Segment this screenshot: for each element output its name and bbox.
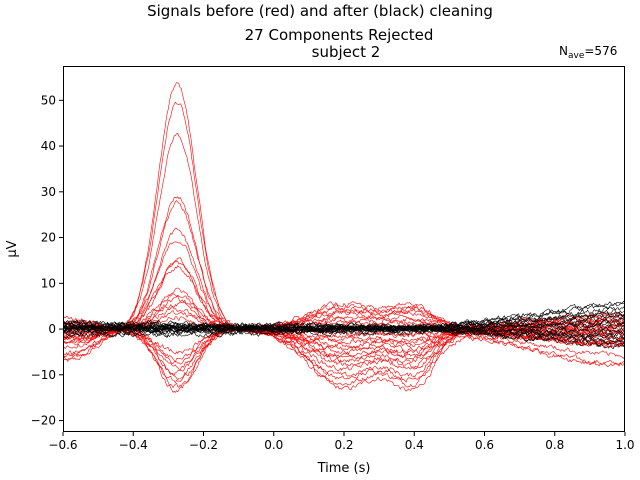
- y-tick-label: 20: [41, 231, 56, 245]
- x-tick-label: 0.0: [264, 438, 283, 452]
- title-line2: subject 2: [312, 43, 381, 61]
- nave-annotation: Nave=576: [559, 44, 617, 61]
- nave-subscript: ave: [568, 51, 585, 61]
- before-trace-11: [63, 293, 625, 349]
- plot-traces: [63, 82, 625, 393]
- after-trace-19: [63, 311, 625, 331]
- x-tick-label: 0.2: [334, 438, 353, 452]
- y-tick-label: 10: [41, 276, 56, 290]
- nave-value: =576: [584, 44, 617, 58]
- before-trace-3: [63, 196, 625, 378]
- before-trace-13: [63, 301, 625, 344]
- y-tick-label: 30: [41, 185, 56, 199]
- before-trace-18: [63, 319, 625, 363]
- x-tick-label: −0.4: [119, 438, 148, 452]
- y-tick-label: 0: [48, 322, 56, 336]
- x-tick-label: −0.2: [189, 438, 218, 452]
- y-tick-label: −20: [31, 414, 56, 428]
- plot-frame: [63, 66, 625, 432]
- title-line1: 27 Components Rejected: [245, 26, 434, 44]
- x-tick-label: 0.8: [545, 438, 564, 452]
- x-tick-label: −0.6: [48, 438, 77, 452]
- after-trace-11: [63, 326, 625, 337]
- suptitle: Signals before (red) and after (black) c…: [147, 2, 493, 20]
- x-tick-label: 1.0: [615, 438, 634, 452]
- y-tick-label: 40: [41, 139, 56, 153]
- nave-letter: N: [559, 44, 568, 58]
- after-trace-10: [63, 326, 625, 334]
- x-tick-label: 0.4: [405, 438, 424, 452]
- y-tick-label: −10: [31, 368, 56, 382]
- before-trace-4: [63, 200, 625, 372]
- y-axis-ticks: −20 −10 0 10 20 30 40 50: [31, 93, 63, 428]
- before-trace-23: [63, 305, 625, 384]
- after-trace-18: [63, 317, 625, 335]
- x-axis-label: Time (s): [317, 461, 371, 476]
- before-trace-20: [63, 314, 625, 371]
- y-axis-label: µV: [5, 240, 20, 257]
- x-axis-ticks: −0.6 −0.4 −0.2 0.0 0.2 0.4 0.6 0.8 1.0: [48, 432, 635, 452]
- after-trace-17: [63, 319, 625, 349]
- before-trace-25: [63, 301, 625, 393]
- before-trace-5: [63, 227, 625, 369]
- y-tick-label: 50: [41, 93, 56, 107]
- x-tick-label: 0.6: [475, 438, 494, 452]
